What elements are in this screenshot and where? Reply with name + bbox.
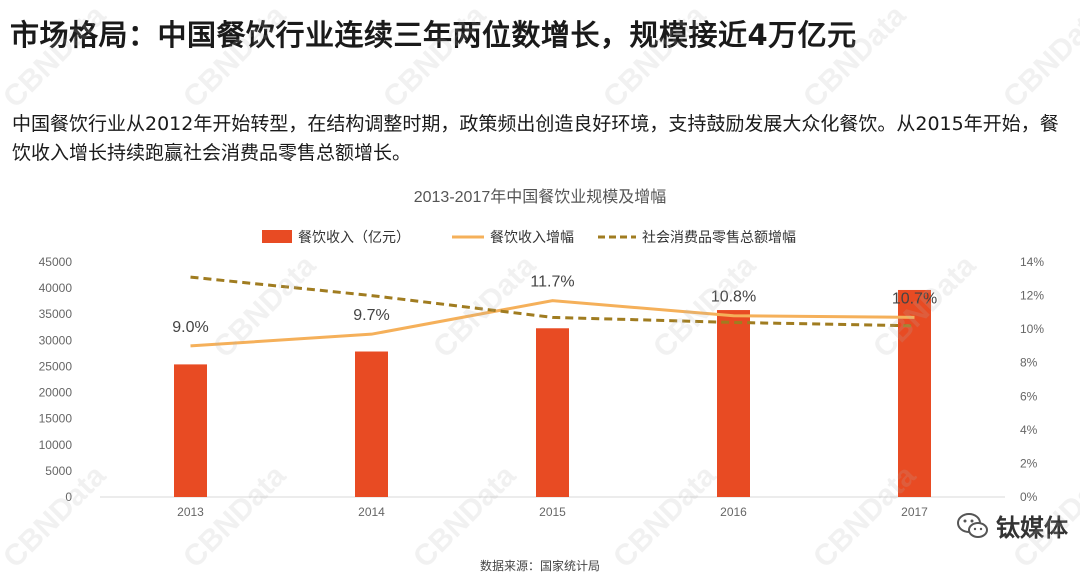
data-source: 数据来源：国家统计局	[479, 559, 600, 573]
y-left-tick-label: 45000	[39, 255, 73, 269]
legend-label-bar: 餐饮收入（亿元）	[298, 229, 410, 245]
y-left-tick-label: 0	[65, 490, 72, 504]
y-left-tick-label: 15000	[39, 412, 73, 426]
data-label-growth: 10.8%	[711, 289, 756, 306]
bar-2014	[355, 351, 388, 497]
page-description: 中国餐饮行业从2012年开始转型，在结构调整时期，政策频出创造良好环境，支持鼓励…	[12, 113, 1059, 164]
y-left-tick-label: 20000	[39, 386, 73, 400]
data-label-growth: 11.7%	[530, 274, 574, 291]
y-right-tick-label: 12%	[1020, 289, 1044, 303]
y-right-tick-label: 8%	[1020, 356, 1038, 370]
y-right-tick-label: 14%	[1020, 255, 1044, 269]
bar-2016	[717, 310, 750, 497]
wechat-icon	[957, 512, 988, 538]
legend-label-retail: 社会消费品零售总额增幅	[642, 229, 796, 245]
brand-logo: 钛媒体	[956, 508, 1068, 543]
y-right-tick-label: 2%	[1020, 456, 1038, 470]
legend-label-growth: 餐饮收入增幅	[490, 229, 574, 245]
y-left-tick-label: 10000	[39, 438, 73, 452]
y-right-tick-label: 10%	[1020, 322, 1044, 336]
y-left-tick-label: 5000	[45, 464, 72, 478]
data-label-growth: 9.7%	[353, 307, 389, 324]
y-left-tick-label: 25000	[39, 359, 73, 373]
bar-2015	[536, 328, 569, 497]
data-label-growth: 9.0%	[172, 319, 208, 336]
y-left-tick-label: 30000	[39, 333, 73, 347]
x-tick-label: 2015	[539, 505, 566, 519]
x-tick-label: 2013	[177, 505, 204, 519]
x-tick-label: 2016	[720, 505, 747, 519]
x-tick-label: 2014	[358, 505, 385, 519]
legend-swatch-bar	[262, 230, 292, 243]
y-left-tick-label: 40000	[39, 281, 73, 295]
bar-2013	[174, 364, 207, 497]
data-label-growth: 10.7%	[892, 290, 937, 307]
line-series-retail	[190, 275, 915, 328]
page-title: 市场格局：中国餐饮行业连续三年两位数增长，规模接近4万亿元	[10, 18, 857, 52]
bar-2017	[898, 289, 931, 497]
y-right-tick-label: 6%	[1020, 389, 1038, 403]
line-series-growth	[190, 299, 915, 348]
y-left-tick-label: 35000	[39, 307, 73, 321]
y-right-tick-label: 4%	[1020, 423, 1038, 437]
x-tick-label: 2017	[901, 505, 928, 519]
brand-name: 钛媒体	[996, 514, 1068, 542]
chart-title: 2013-2017年中国餐饮业规模及增幅	[414, 188, 667, 206]
y-right-tick-label: 0%	[1020, 490, 1038, 504]
